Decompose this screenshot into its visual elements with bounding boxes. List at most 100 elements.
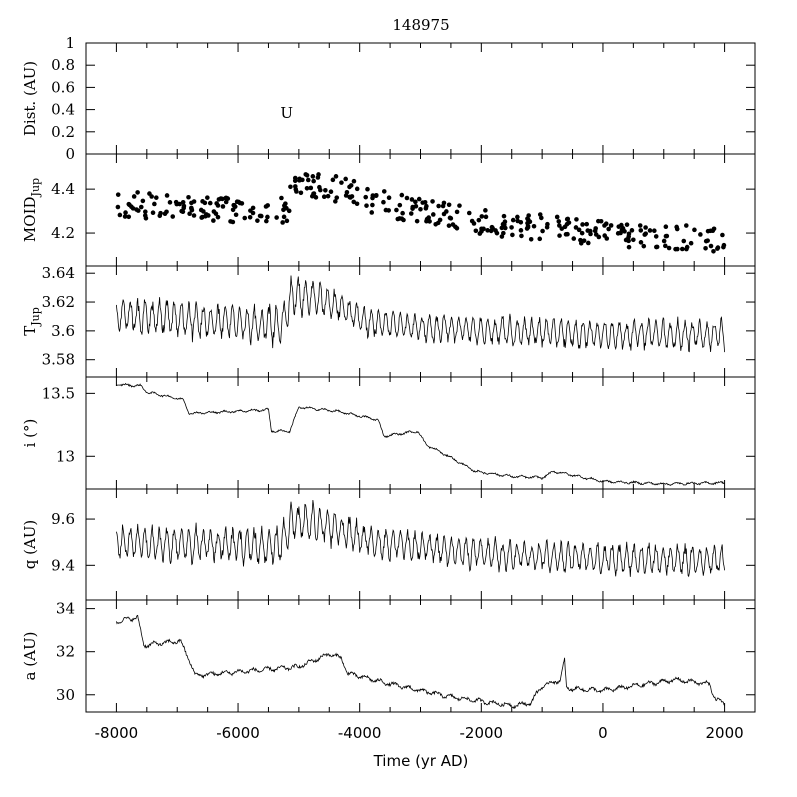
data-point-moid: [143, 209, 148, 214]
panel-a: 30 32 34 a (AU): [21, 599, 756, 713]
data-point-moid: [515, 214, 520, 220]
data-point-moid: [537, 236, 543, 242]
data-point-moid: [653, 234, 659, 239]
data-point-moid: [688, 240, 694, 246]
data-point-moid: [557, 223, 562, 228]
data-point-moid: [152, 201, 157, 207]
data-point-moid: [626, 244, 632, 250]
data-point-moid: [136, 208, 141, 213]
data-point-moid: [333, 199, 338, 204]
data-point-moid: [386, 195, 392, 200]
data-point-moid: [265, 203, 271, 208]
data-point-moid: [200, 199, 205, 204]
data-point-moid: [705, 238, 710, 243]
data-point-moid: [596, 234, 602, 240]
data-point-moid: [323, 187, 328, 193]
data-point-moid: [381, 199, 386, 205]
data-line-tjup: [116, 275, 725, 353]
data-point-moid: [264, 218, 269, 224]
data-point-moid: [399, 216, 405, 221]
data-point-moid: [143, 216, 149, 221]
data-point-moid: [325, 193, 331, 199]
data-point-moid: [479, 229, 484, 234]
y-axis-label-dist: Dist. (AU): [21, 61, 39, 136]
data-point-moid: [647, 228, 653, 233]
data-point-moid: [565, 216, 571, 222]
data-point-moid: [347, 194, 352, 200]
data-point-moid: [288, 184, 293, 190]
data-point-moid: [705, 228, 711, 234]
data-point-moid: [162, 211, 168, 217]
data-point-moid: [174, 201, 180, 207]
data-point-moid: [684, 246, 689, 252]
data-point-moid: [304, 185, 310, 191]
data-point-moid: [150, 210, 156, 216]
data-point-moid: [186, 194, 191, 200]
data-point-moid: [436, 203, 441, 209]
data-point-moid: [493, 228, 498, 233]
data-point-moid: [515, 218, 521, 224]
data-point-moid: [279, 195, 284, 201]
data-point-moid: [191, 213, 197, 218]
data-point-moid: [400, 210, 405, 216]
data-point-moid: [154, 195, 159, 200]
y-tick-label-dist: 0: [65, 145, 75, 163]
data-point-moid: [117, 212, 123, 218]
data-point-moid: [321, 194, 327, 199]
chart-title: 148975: [392, 16, 449, 34]
y-axis-label-text-q: q (AU): [21, 520, 39, 570]
data-point-moid: [485, 228, 490, 233]
data-point-moid: [499, 234, 505, 239]
data-point-moid: [363, 194, 369, 200]
data-point-moid: [652, 228, 657, 234]
data-point-moid: [720, 232, 725, 238]
data-point-moid: [410, 206, 415, 211]
data-point-moid: [608, 223, 614, 228]
data-point-moid: [311, 178, 316, 184]
data-point-moid: [519, 233, 524, 239]
data-point-moid: [180, 209, 186, 215]
data-point-moid: [661, 238, 667, 244]
panel-tjup: 3.58 3.6 3.62 3.64 TJup: [21, 264, 756, 378]
data-point-moid: [394, 207, 399, 213]
y-axis-label-text-a: a (AU): [21, 632, 39, 681]
data-point-moid: [708, 243, 714, 249]
data-point-moid: [526, 213, 531, 218]
data-point-moid: [457, 203, 462, 208]
data-point-moid: [330, 177, 336, 183]
data-point-moid: [453, 224, 458, 230]
data-point-moid: [711, 248, 716, 254]
data-point-moid: [626, 238, 631, 244]
y-tick-label-dist: 1: [65, 34, 75, 52]
data-point-moid: [643, 225, 648, 230]
y-tick-label-inc: 13.5: [42, 384, 75, 402]
data-point-moid: [703, 245, 708, 251]
data-point-moid: [122, 214, 128, 219]
panel-frame-tjup: [85, 265, 756, 378]
y-axis-label-moid: MOIDJup: [21, 178, 42, 242]
data-point-moid: [509, 225, 514, 230]
data-point-moid: [489, 224, 495, 230]
data-point-moid: [624, 222, 630, 227]
data-point-moid: [231, 202, 237, 208]
data-point-moid: [576, 227, 582, 233]
data-point-moid: [404, 195, 410, 201]
y-tick-label-dist: 0.2: [51, 123, 75, 141]
data-point-moid: [115, 204, 121, 210]
data-point-moid: [675, 246, 680, 252]
data-point-moid: [206, 213, 211, 218]
data-point-moid: [308, 185, 314, 191]
x-tick-label: 0: [598, 724, 608, 742]
y-axis-label-text-moid: MOID: [21, 196, 39, 242]
data-point-moid: [343, 176, 348, 182]
data-point-moid: [562, 224, 568, 230]
data-point-moid: [334, 195, 340, 200]
data-point-moid: [580, 222, 585, 227]
data-point-moid: [638, 228, 644, 233]
y-axis-label-sub-tjup: Jup: [29, 307, 42, 327]
data-point-moid: [351, 178, 357, 184]
data-point-moid: [540, 228, 545, 234]
y-tick-label-a: 30: [56, 686, 75, 704]
data-point-moid: [257, 213, 263, 219]
